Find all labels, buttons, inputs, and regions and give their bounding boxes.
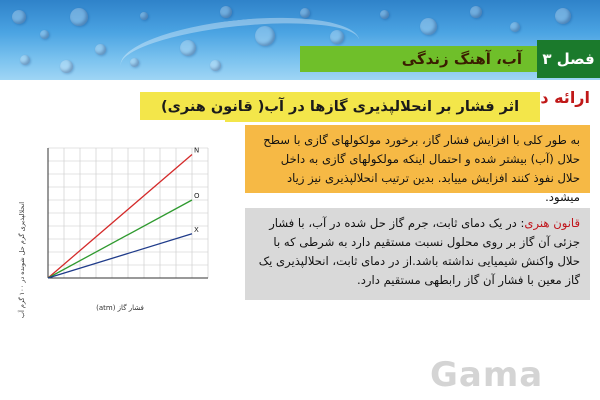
watermark-logo: Gama <box>430 355 544 395</box>
solubility-chart: N O X انحلالپذیری گرم حل شونده در ۱۰۰ گرم … <box>0 120 225 335</box>
chart-ylabel: انحلالپذیری گرم حل شونده در ۱۰۰ گرم آب <box>17 202 26 318</box>
series-line-O <box>47 199 193 279</box>
pressure-effect-paragraph: به طور کلی با افزایش فشار گاز، برخورد مو… <box>245 125 590 204</box>
chart-xlabel: فشار گاز (atm) <box>96 303 144 312</box>
series-line-N <box>47 154 193 279</box>
henry-law-text: : در یک دمای ثابت، جرم گاز حل شده در آب،… <box>258 216 580 287</box>
chapter-label: فصل ۳ <box>537 40 600 78</box>
chapter-title: آب، آهنگ زندگی <box>401 50 522 68</box>
lesson-title: اثر فشار بر انحلالپذیری گازها در آب( قان… <box>140 92 540 122</box>
series-label-N: N <box>194 147 199 155</box>
henry-law-term: قانون هنری <box>524 216 580 230</box>
series-line-X <box>47 233 193 279</box>
series-label-X: X <box>194 226 199 234</box>
series-label-O: O <box>194 192 200 200</box>
henry-law-paragraph: قانون هنری: در یک دمای ثابت، جرم گاز حل … <box>245 208 590 300</box>
